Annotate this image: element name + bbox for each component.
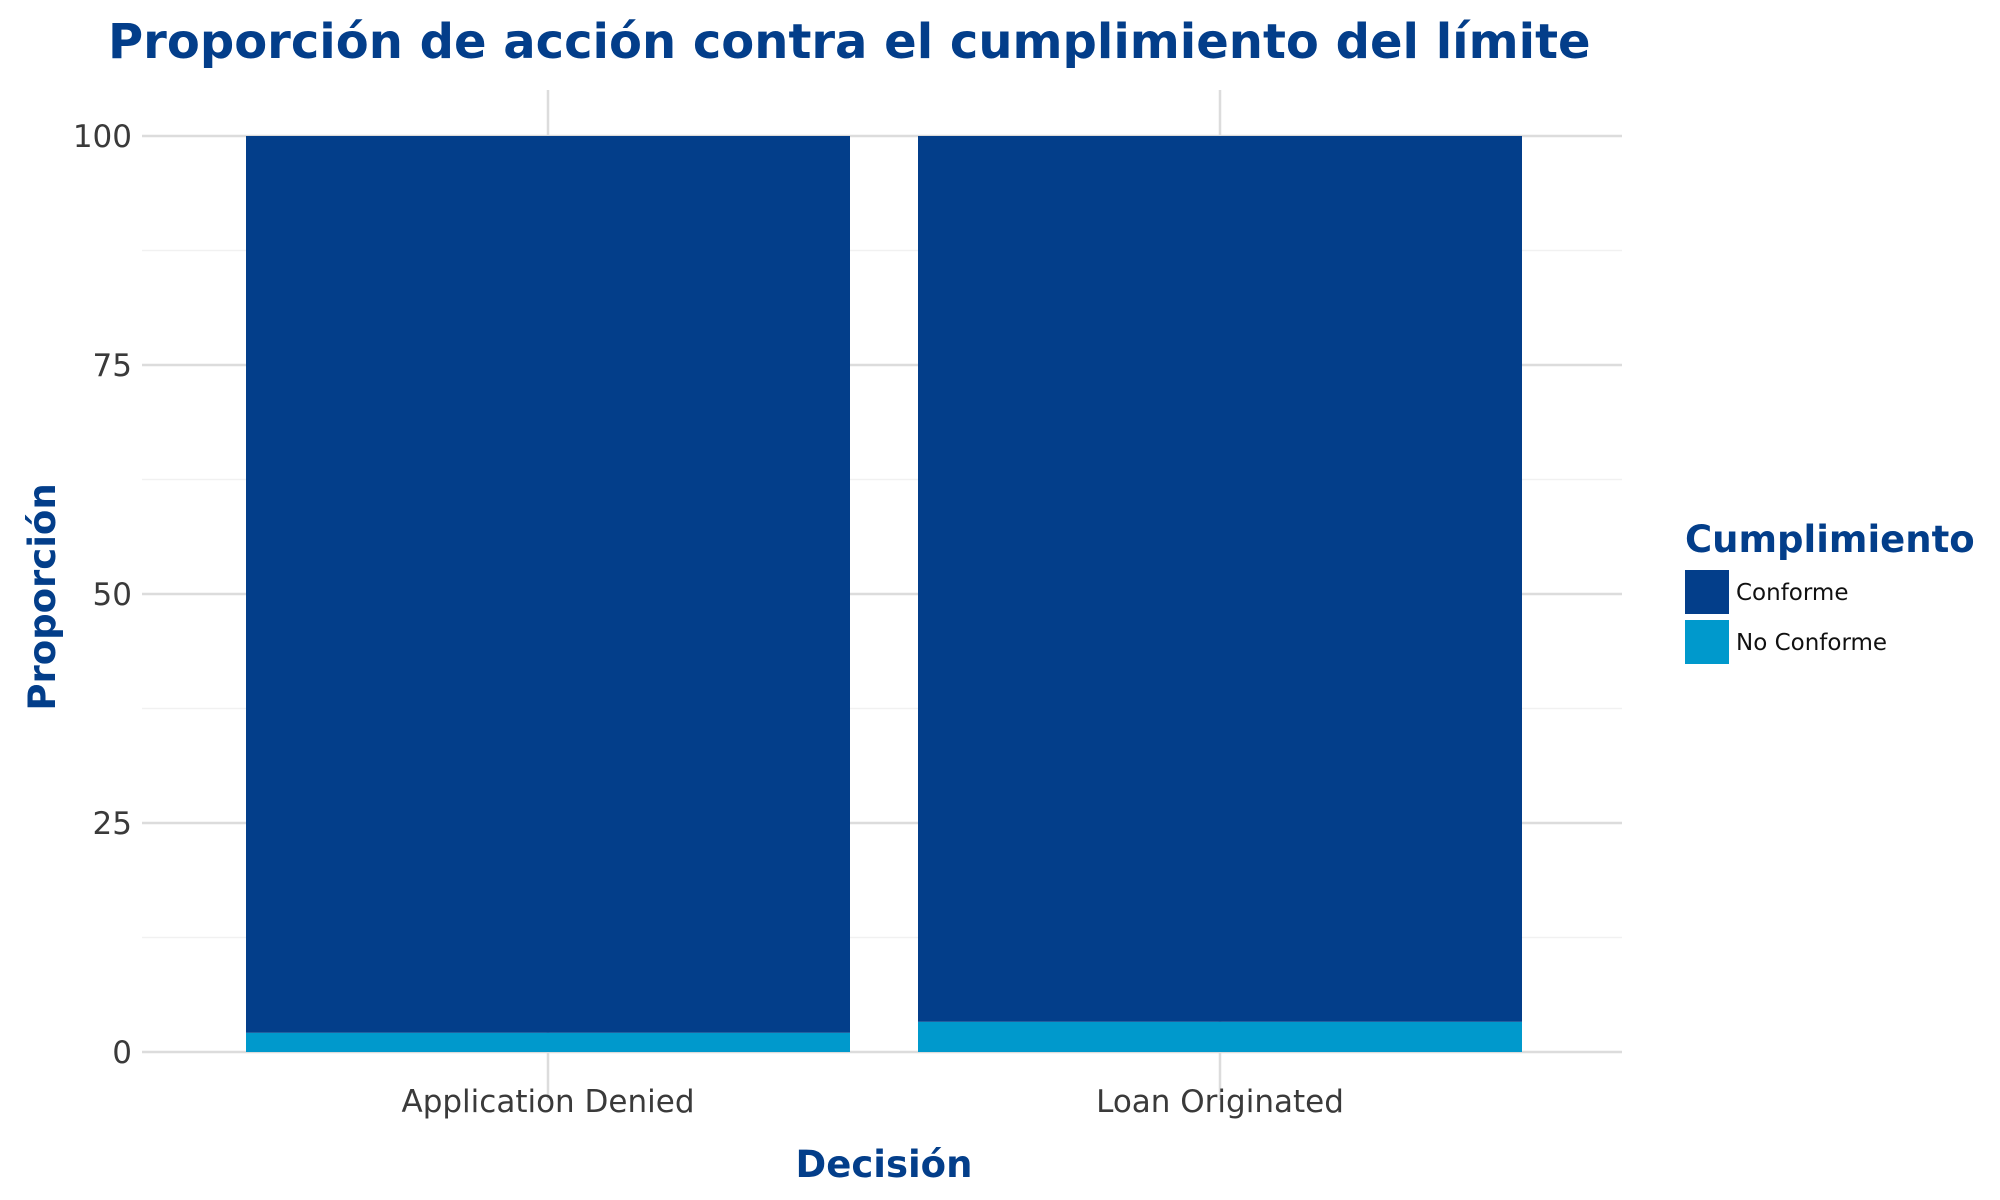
y-tick-label: 100 [73, 119, 132, 155]
x-axis-ticks: Application Denied Loan Originated [401, 1084, 1343, 1120]
x-tick-label: Application Denied [401, 1084, 694, 1120]
legend-items: Conforme No Conforme [1685, 570, 1887, 664]
y-axis-title: Proporción [21, 483, 64, 710]
legend-swatch [1685, 570, 1729, 614]
legend-label: No Conforme [1736, 630, 1887, 656]
legend-title: Cumplimiento [1685, 518, 1975, 561]
legend: Cumplimiento Conforme No Conforme [1685, 518, 1975, 664]
bar-loan-originated-no-conforme [918, 1021, 1522, 1052]
chart-title: Proporción de acción contra el cumplimie… [108, 14, 1591, 70]
x-axis-title: Decisión [796, 1143, 973, 1186]
bar-loan-originated-conforme [918, 136, 1522, 1022]
bars [246, 136, 1522, 1052]
legend-swatch [1685, 620, 1729, 664]
y-tick-label: 75 [93, 348, 132, 384]
bar-application-denied-conforme [246, 136, 850, 1033]
x-tick-label: Loan Originated [1096, 1084, 1344, 1120]
y-tick-label: 50 [93, 577, 132, 613]
y-tick-label: 25 [93, 806, 132, 842]
legend-label: Conforme [1736, 580, 1848, 606]
y-tick-label: 0 [112, 1035, 132, 1071]
bar-application-denied-no-conforme [246, 1032, 850, 1052]
y-axis-ticks: 0 25 50 75 100 [73, 119, 132, 1071]
